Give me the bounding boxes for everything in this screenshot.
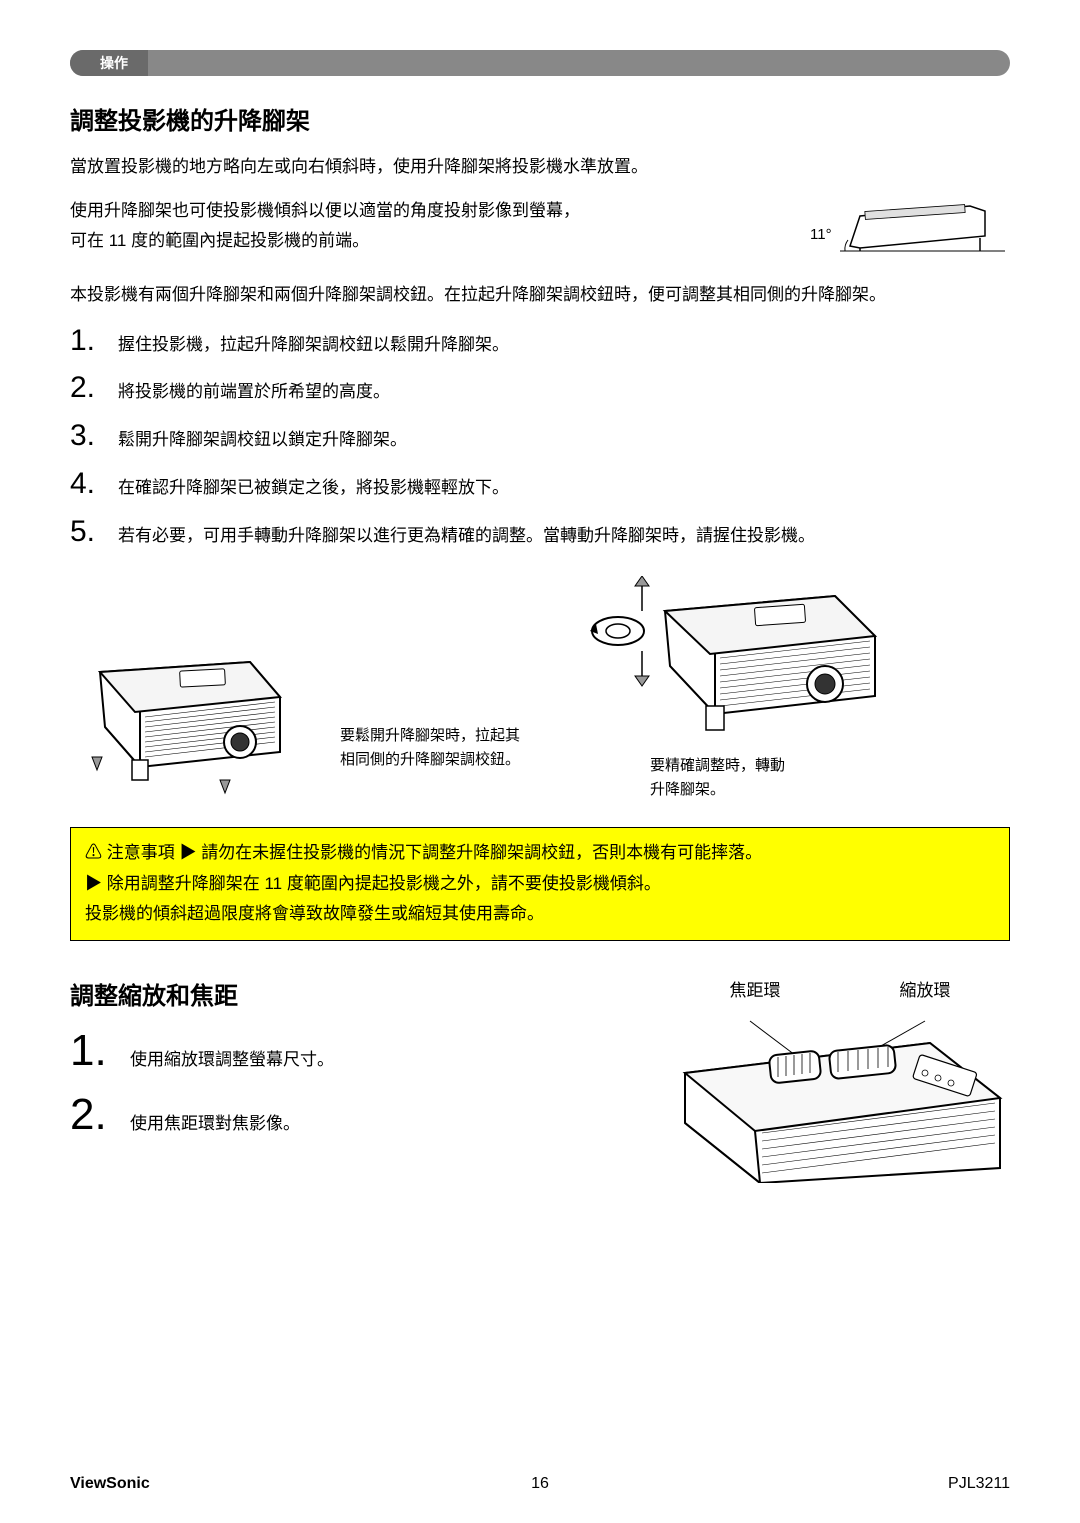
figure1 <box>70 642 300 802</box>
step-text: 若有必要，可用手轉動升降腳架以進行更為精確的調整。當轉動升降腳架時，請握住投影機… <box>118 518 815 551</box>
projector-side-icon <box>810 196 1010 266</box>
warning-line1: 請勿在未握住投影機的情況下調整升降腳架調校鈕，否則本機有可能摔落。 <box>201 843 762 862</box>
warning-box: ⚠ 注意事項 ▶ 請勿在未握住投影機的情況下調整升降腳架調校鈕，否則本機有可能摔… <box>70 827 1010 941</box>
step-number: 2. <box>70 1093 130 1137</box>
warning-prefix: ⚠ 注意事項 ▶ <box>85 843 196 862</box>
section2: 調整縮放和焦距 1. 使用縮放環調整螢幕尺寸。 2. 使用焦距環對焦影像。 焦距… <box>70 976 1010 1183</box>
step-text: 將投影機的前端置於所希望的高度。 <box>118 374 390 407</box>
projector-rotate-icon <box>580 576 890 746</box>
step-text: 鬆開升降腳架調校鈕以鎖定升降腳架。 <box>118 422 407 455</box>
warning-line2-prefix: ▶ <box>85 874 102 893</box>
figure1-caption: 要鬆開升降腳架時，拉起其 相同側的升降腳架調校鈕。 <box>340 724 520 772</box>
section1-para2-row: 使用升降腳架也可使投影機傾斜以便以適當的角度投射影像到螢幕， 可在 11 度的範… <box>70 196 1010 266</box>
angle-figure: 11° <box>810 196 1010 266</box>
fig2-caption-a: 要精確調整時，轉動 <box>650 757 785 774</box>
step-item: 3. 鬆開升降腳架調校鈕以鎖定升降腳架。 <box>70 419 1010 455</box>
section2-heading: 調整縮放和焦距 <box>70 976 640 1011</box>
step-text: 使用焦距環對焦影像。 <box>130 1098 300 1139</box>
step-item: 2. 使用焦距環對焦影像。 <box>70 1093 640 1139</box>
figure2: 要精確調整時，轉動 升降腳架。 <box>580 576 890 802</box>
step-number: 4. <box>70 467 118 501</box>
step-number: 5. <box>70 515 118 549</box>
step-text: 握住投影機，拉起升降腳架調校鈕以鬆開升降腳架。 <box>118 327 509 360</box>
step-number: 2. <box>70 371 118 405</box>
fig2-caption-b: 升降腳架。 <box>650 781 725 798</box>
step-number: 3. <box>70 419 118 453</box>
footer-brand: ViewSonic <box>70 1475 150 1493</box>
section2-figure: 焦距環 縮放環 <box>670 976 1010 1183</box>
step-text: 在確認升降腳架已被鎖定之後，將投影機輕輕放下。 <box>118 470 509 503</box>
projector-zoom-focus-icon <box>670 1013 1010 1183</box>
warning-line2: 除用調整升降腳架在 11 度範圍內提起投影機之外，請不要使投影機傾斜。 <box>107 874 661 893</box>
focus-ring-label: 焦距環 <box>730 976 781 1001</box>
section1-para1: 當放置投影機的地方略向左或向右傾斜時，使用升降腳架將投影機水準放置。 <box>70 152 1010 182</box>
step-item: 1. 握住投影機，拉起升降腳架調校鈕以鬆開升降腳架。 <box>70 324 1010 360</box>
step-item: 5. 若有必要，可用手轉動升降腳架以進行更為精確的調整。當轉動升降腳架時，請握住… <box>70 515 1010 551</box>
step-item: 1. 使用縮放環調整螢幕尺寸。 <box>70 1029 640 1075</box>
step-number: 1. <box>70 324 118 358</box>
figure2-caption: 要精確調整時，轉動 升降腳架。 <box>650 754 890 802</box>
warning-line3: 投影機的傾斜超過限度將會導致故障發生或縮短其使用壽命。 <box>85 904 544 923</box>
section-tab-header: 操作 <box>70 50 1010 76</box>
figure-row: 要鬆開升降腳架時，拉起其 相同側的升降腳架調校鈕。 <box>70 576 1010 802</box>
section1-para2b: 可在 11 度的範圍內提起投影機的前端。 <box>70 231 369 250</box>
section1-heading: 調整投影機的升降腳架 <box>70 101 1010 136</box>
footer-page-number: 16 <box>531 1475 549 1493</box>
angle-label: 11° <box>810 226 832 243</box>
step-item: 2. 將投影機的前端置於所希望的高度。 <box>70 371 1010 407</box>
section1-para2a: 使用升降腳架也可使投影機傾斜以便以適當的角度投射影像到螢幕， <box>70 201 580 220</box>
page-footer: ViewSonic 16 PJL3211 <box>70 1475 1010 1493</box>
section-tab-label: 操作 <box>70 50 148 76</box>
footer-model: PJL3211 <box>948 1475 1010 1493</box>
fig1-caption-b: 相同側的升降腳架調校鈕。 <box>340 751 520 768</box>
rotate-arrows-icon <box>590 576 649 686</box>
section1-para3: 本投影機有兩個升降腳架和兩個升降腳架調校鈕。在拉起升降腳架調校鈕時，便可調整其相… <box>70 280 1010 310</box>
zoom-ring-label: 縮放環 <box>900 976 951 1001</box>
section1-steps: 1. 握住投影機，拉起升降腳架調校鈕以鬆開升降腳架。 2. 將投影機的前端置於所… <box>70 324 1010 551</box>
step-item: 4. 在確認升降腳架已被鎖定之後，將投影機輕輕放下。 <box>70 467 1010 503</box>
projector-elevator-icon <box>70 642 300 802</box>
fig1-caption-a: 要鬆開升降腳架時，拉起其 <box>340 727 520 744</box>
step-number: 1. <box>70 1029 130 1073</box>
step-text: 使用縮放環調整螢幕尺寸。 <box>130 1034 334 1075</box>
